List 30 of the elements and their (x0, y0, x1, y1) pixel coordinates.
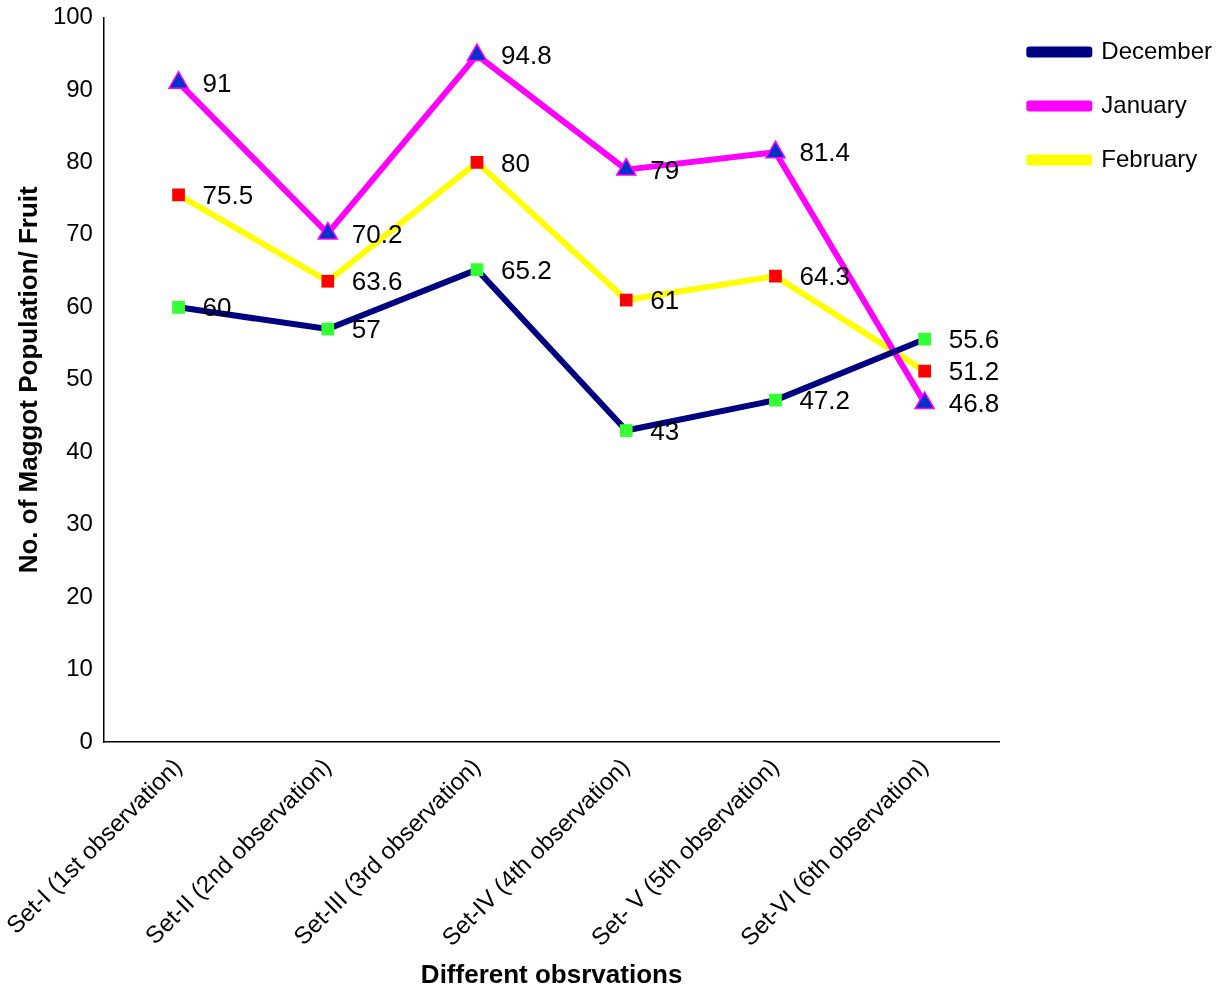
legend-label: February (1101, 144, 1198, 172)
y-tick-label: 100 (52, 2, 93, 30)
y-tick-label: 0 (79, 726, 93, 754)
y-axis-title: No. of Maggot Population/ Fruit (13, 185, 44, 574)
data-label: 43 (650, 415, 680, 446)
data-label: 94.8 (501, 40, 552, 71)
y-tick-label: 30 (66, 509, 93, 537)
y-tick-label: 40 (66, 436, 93, 464)
y-tick-label: 90 (66, 74, 93, 102)
data-label: 47.2 (799, 385, 851, 416)
data-label: 81.4 (799, 137, 851, 168)
y-tick-label: 20 (66, 581, 93, 609)
data-label: 91 (202, 67, 232, 98)
data-label: 57 (351, 314, 381, 345)
data-label: 46.8 (948, 388, 1000, 419)
data-label: 80 (501, 147, 530, 178)
legend-label: December (1101, 36, 1213, 64)
y-tick-label: 80 (66, 146, 93, 174)
x-axis-title: Different obsrvations (420, 958, 683, 989)
data-label: 55.6 (948, 324, 1000, 355)
data-label: 64.3 (799, 261, 851, 292)
y-tick-label: 10 (66, 654, 93, 682)
data-label: 75.5 (202, 180, 254, 211)
y-tick-label: 50 (66, 364, 93, 392)
data-label: 51.2 (948, 356, 1000, 387)
data-label: 65.2 (501, 254, 552, 285)
data-label: 63.6 (351, 266, 403, 297)
legend-label: January (1101, 90, 1187, 118)
y-tick-label: 70 (66, 219, 93, 247)
y-tick-label: 60 (66, 291, 93, 319)
